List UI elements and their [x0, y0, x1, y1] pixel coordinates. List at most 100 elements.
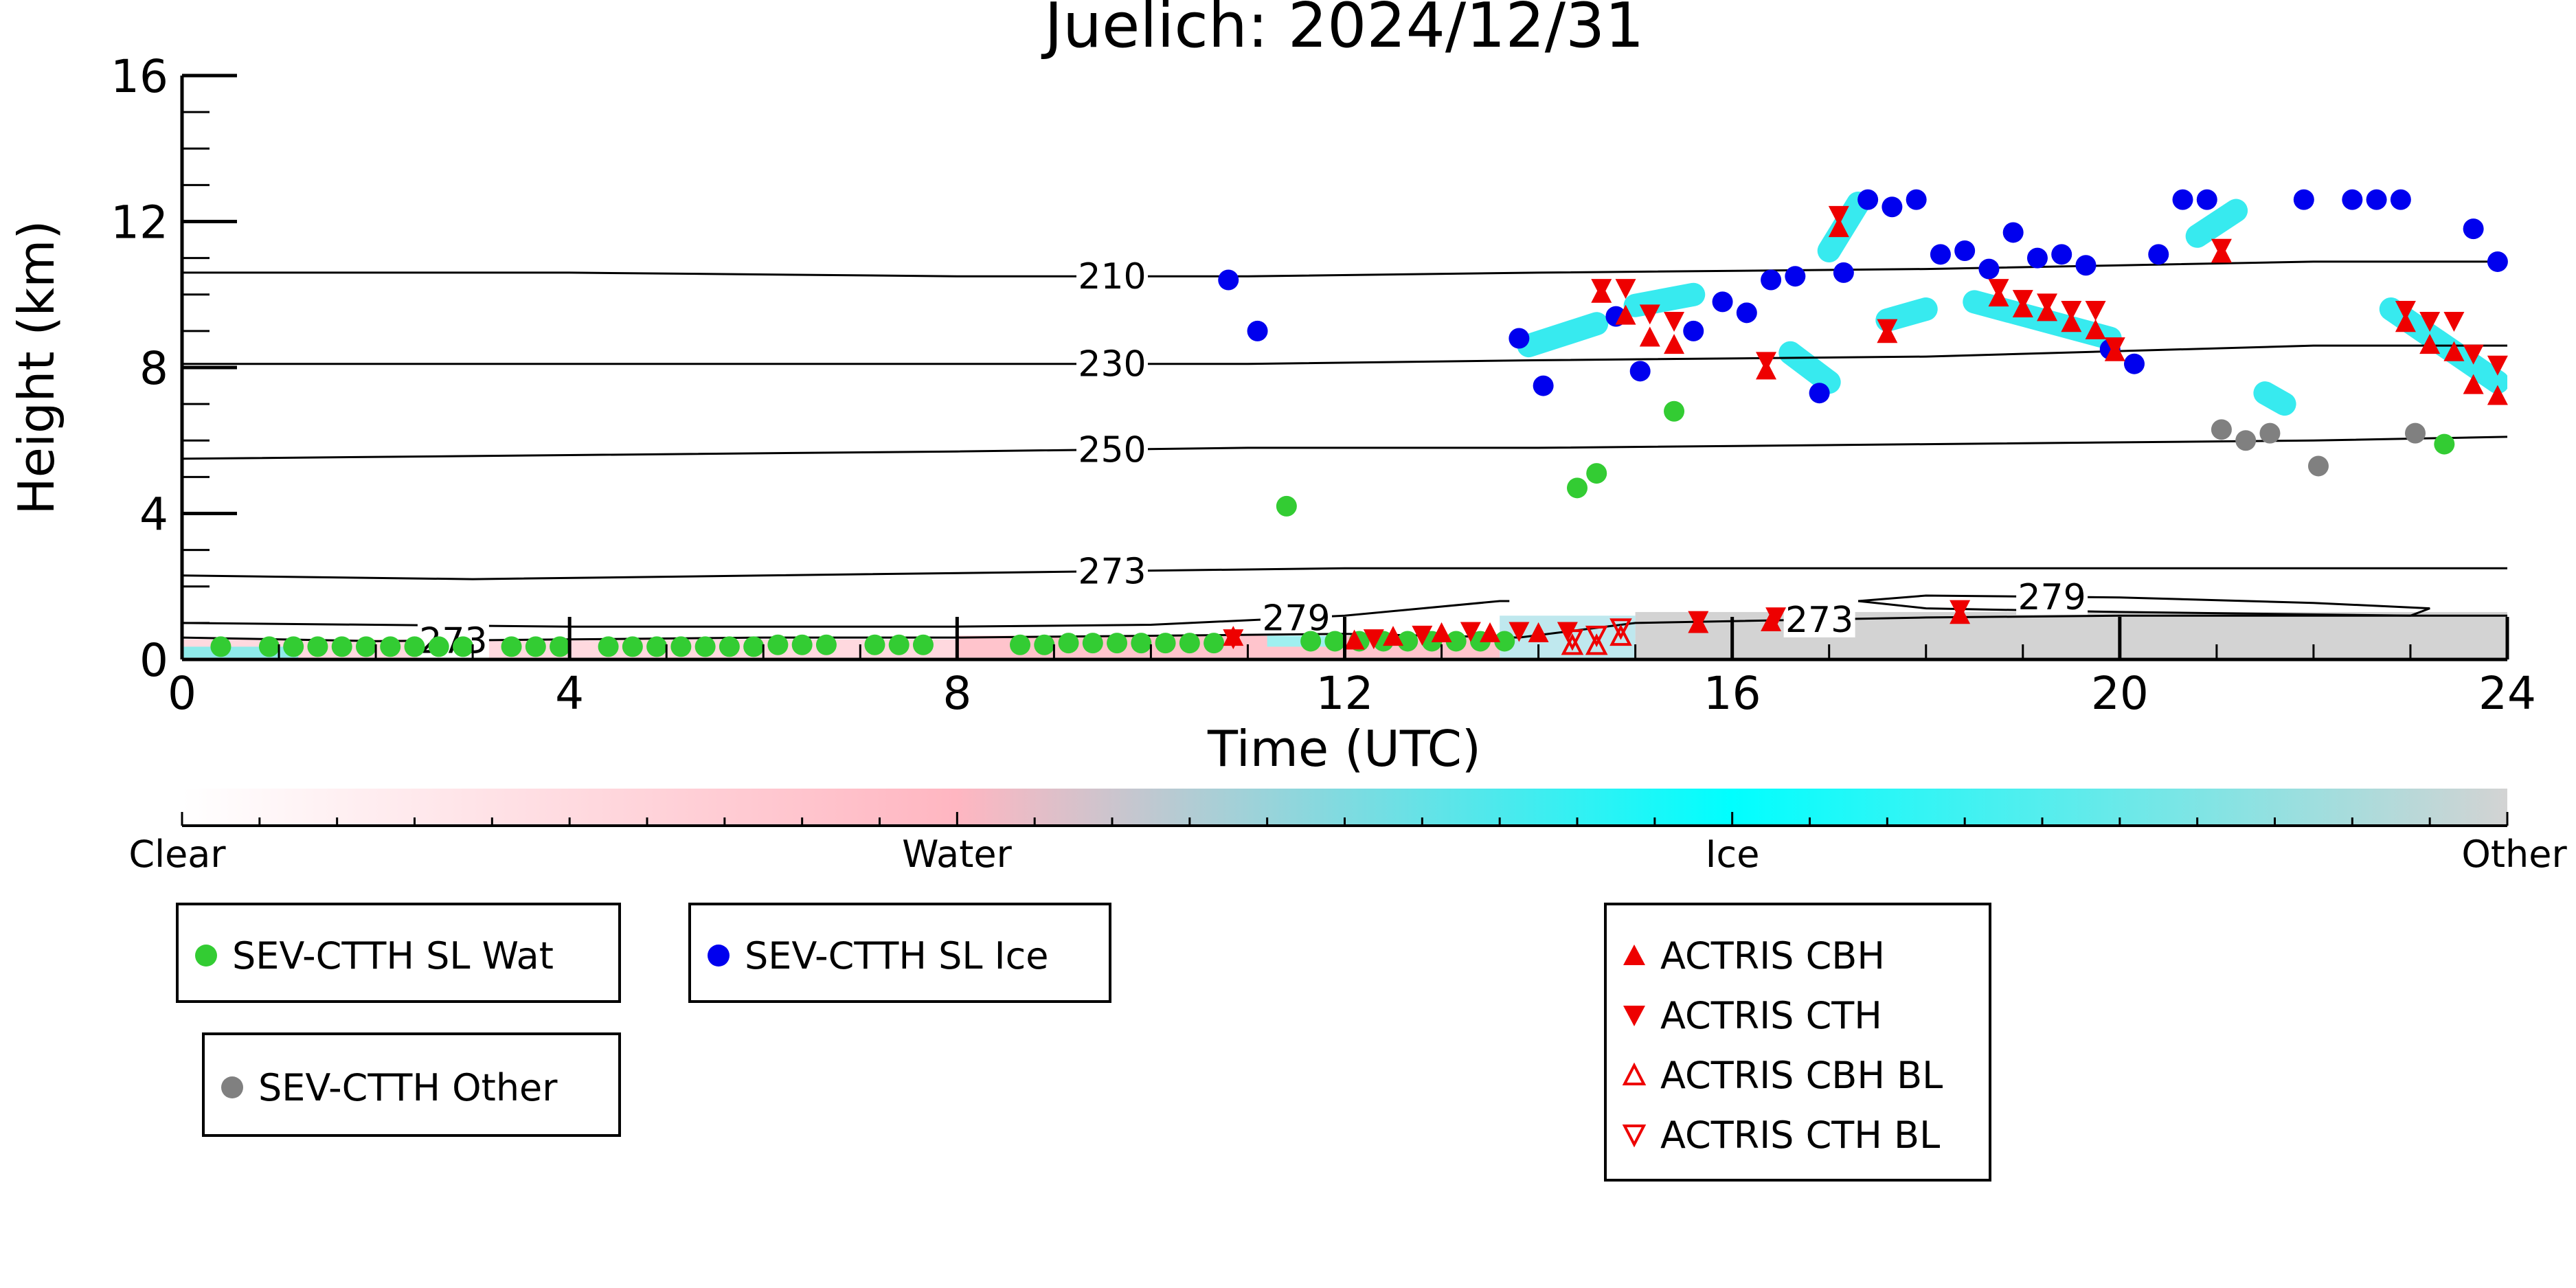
contour-label-bg — [1260, 600, 1332, 636]
background-strip — [1635, 611, 2507, 658]
data-point-circle — [767, 634, 789, 655]
chart-title: Juelich: 2024/12/31 — [1041, 0, 1644, 62]
data-point-triangle-up — [1528, 622, 1549, 642]
y-tick-label: 12 — [111, 196, 168, 249]
data-point-triangle-up — [1344, 629, 1365, 650]
axes — [180, 76, 2507, 662]
legend-item: ACTRIS CBH BL — [1607, 1048, 1989, 1103]
data-point-circle — [380, 636, 401, 657]
data-point-triangle-up-open — [1585, 633, 1608, 655]
ice-cloud-streak — [1875, 297, 1938, 332]
gray-circle-icon — [218, 1074, 246, 1101]
x-tick-label: 12 — [1316, 667, 1374, 720]
data-point-circle — [1082, 633, 1103, 654]
data-point-triangle-up-open — [1609, 624, 1632, 646]
data-point-circle — [1204, 633, 1225, 654]
data-point-circle — [2211, 419, 2232, 440]
legend-sl-wat: SEV-CTTH SL Wat — [176, 903, 621, 1003]
data-point-circle — [1034, 634, 1055, 655]
legend-label: ACTRIS CTH BL — [1660, 1113, 1941, 1157]
legend-label: SEV-CTTH SL Ice — [745, 934, 1049, 978]
data-point-triangle-down — [2487, 355, 2508, 376]
triangle-down-open-icon — [1620, 1121, 1648, 1149]
data-point-triangle-down — [2395, 301, 2416, 321]
data-point-circle — [2172, 189, 2193, 210]
data-point-circle — [1930, 244, 1951, 265]
data-point-circle — [1978, 258, 2000, 280]
data-point-circle — [2148, 244, 2169, 265]
data-point-triangle-up — [2061, 312, 2082, 332]
contour-line — [182, 567, 2507, 580]
data-point-triangle-down — [1950, 600, 1971, 620]
x-tick-label: 8 — [942, 667, 971, 720]
data-point-triangle-down — [1460, 622, 1481, 642]
x-tick-label: 20 — [2091, 667, 2149, 720]
data-point-circle — [1179, 633, 1200, 654]
data-point-triangle-down — [2104, 337, 2125, 358]
triangle-up-open-icon — [1620, 1061, 1648, 1089]
legend-label: SEV-CTTH Other — [258, 1065, 558, 1109]
data-point-triangle-down — [1988, 279, 2009, 300]
data-point-circle — [646, 636, 668, 657]
data-point-triangle-up — [1639, 326, 1660, 347]
colorbar-label-clear: Clear — [128, 833, 226, 876]
data-point-triangle-down — [1509, 622, 1530, 642]
legend-item: ACTRIS CTH BL — [1607, 1107, 1989, 1162]
data-point-circle — [1058, 633, 1079, 654]
colorbar-label-ice: Ice — [1706, 833, 1760, 876]
legend-other: SEV-CTTH Other — [202, 1032, 621, 1137]
data-point-circle — [1664, 400, 1685, 422]
data-point-circle — [404, 636, 425, 657]
ice-cloud-streak — [1623, 282, 1706, 317]
data-point-triangle-down — [1756, 352, 1777, 372]
data-point-triangle-down — [1688, 611, 1709, 631]
ice-cloud-streak — [2185, 199, 2248, 248]
data-point-circle — [1833, 262, 1854, 283]
data-point-triangle-down-open — [1585, 625, 1608, 648]
green-circle-icon — [192, 942, 220, 969]
colorbar-label-other: Other — [2461, 833, 2567, 876]
legend-item: SEV-CTTH Other — [205, 1060, 618, 1115]
data-point-circle — [2075, 255, 2097, 276]
contour-label-bg — [1076, 431, 1148, 468]
data-point-circle — [2293, 189, 2314, 210]
data-point-circle — [1010, 634, 1031, 655]
x-ticks: 0 4 8 12 16 20 24 — [168, 617, 2536, 720]
legend-sl-ice: SEV-CTTH SL Ice — [688, 903, 1111, 1003]
data-point-circle — [1276, 495, 1297, 517]
data-point-circle — [1533, 375, 1554, 396]
data-point-circle — [1712, 291, 1733, 313]
data-point-circle — [1882, 196, 1903, 218]
legend-item: SEV-CTTH SL Ice — [691, 928, 1109, 983]
data-point-circle — [525, 636, 546, 657]
data-point-triangle-down — [1765, 607, 1787, 628]
contour-label: 210 — [1078, 256, 1146, 297]
legend-label: ACTRIS CTH — [1660, 993, 1882, 1037]
contour-label-bg — [1076, 553, 1148, 589]
data-point-circle — [1445, 631, 1467, 652]
contour-label: 279 — [1262, 598, 1330, 640]
data-point-circle — [2235, 430, 2257, 451]
data-point-circle — [1397, 631, 1419, 652]
data-point-triangle-up — [2487, 385, 2508, 405]
data-point-circle — [2051, 244, 2072, 265]
data-point-circle — [694, 636, 716, 657]
data-point-circle — [1761, 269, 1782, 291]
data-point-circle — [258, 636, 280, 657]
y-ticks: 0 4 8 12 16 — [111, 50, 237, 687]
legend-item: ACTRIS CBH — [1607, 928, 1989, 983]
data-point-triangle-down — [2463, 344, 2484, 365]
data-point-triangle-down — [2419, 311, 2441, 332]
colorbar-label-water: Water — [902, 833, 1012, 876]
data-point-circle — [670, 636, 692, 657]
data-point-triangle-up — [1664, 334, 1685, 354]
contour-line — [182, 436, 2507, 460]
data-point-triangle-down-open — [1561, 629, 1584, 651]
data-point-circle — [307, 636, 328, 657]
data-point-circle — [1155, 633, 1176, 654]
x-tick-label: 24 — [2478, 667, 2536, 720]
y-axis-label: Height (km) — [8, 221, 65, 515]
data-point-circle — [622, 636, 643, 657]
data-point-circle — [550, 636, 571, 657]
